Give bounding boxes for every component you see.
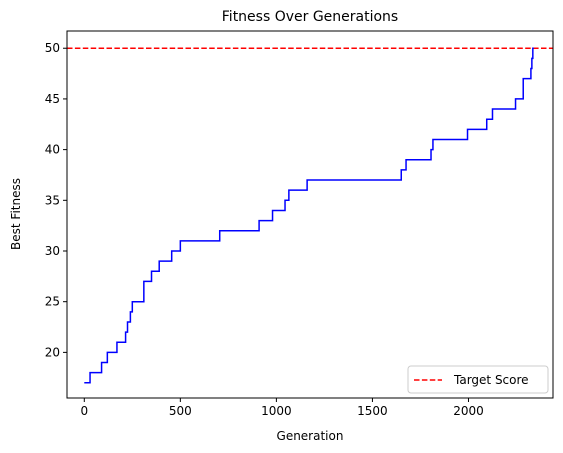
y-tick-label: 20	[45, 345, 60, 359]
y-tick-label: 50	[45, 41, 60, 55]
y-axis-label: Best Fitness	[9, 178, 23, 250]
plot-area	[67, 47, 553, 384]
x-tick-label: 0	[80, 404, 88, 418]
y-tick-label: 25	[45, 295, 60, 309]
x-axis-label: Generation	[277, 429, 344, 443]
chart-title: Fitness Over Generations	[222, 9, 398, 25]
x-axis: 0 500 1000 1500 2000	[80, 398, 484, 418]
legend-label-target-score: Target Score	[453, 373, 529, 387]
axes-frame	[66, 30, 554, 399]
y-tick-label: 45	[45, 92, 60, 106]
x-tick-label: 1000	[261, 404, 292, 418]
y-tick-label: 35	[45, 193, 60, 207]
y-tick-label: 30	[45, 244, 60, 258]
x-tick-label: 2000	[453, 404, 484, 418]
x-tick-label: 500	[169, 404, 192, 418]
legend-box	[407, 365, 549, 394]
x-tick-label: 1500	[357, 404, 388, 418]
y-tick-label: 40	[45, 143, 60, 157]
series-line-best-fitness	[84, 47, 534, 384]
y-axis: 20 25 30 35 40 45 50	[45, 41, 67, 359]
legend: Target Score	[407, 365, 549, 394]
